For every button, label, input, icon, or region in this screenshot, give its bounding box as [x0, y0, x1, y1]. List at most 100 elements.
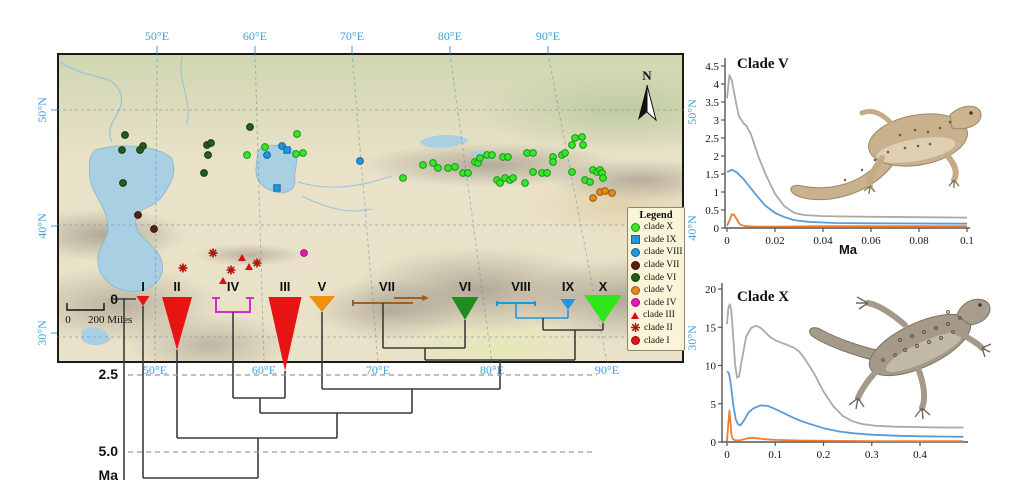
map-point: [273, 184, 281, 192]
map-point: [299, 149, 307, 157]
legend-item: clade VIII: [631, 246, 683, 259]
map-point: [399, 174, 407, 182]
iv-marker-icon: [631, 298, 640, 308]
lon-label-top: 90°E: [536, 29, 560, 43]
x-tick-label: 0.3: [865, 449, 879, 461]
scale-distance: 200 Miles: [88, 314, 132, 326]
time-label-Ma: Ma: [99, 467, 119, 483]
y-tick-label: 0.5: [705, 205, 719, 217]
vii-marker-icon: [631, 260, 640, 270]
demography-plots: 0 0.5 1 1.5 2 2.5 3 3.5 4 4.5 0 0.02 0.04 0.06 0.08 0.1…: [705, 56, 974, 461]
legend-item-label: clade X: [644, 222, 674, 233]
y-tick-label: 3: [714, 115, 720, 127]
scale-zero: 0: [65, 314, 71, 326]
x-tick-label: 0.2: [817, 449, 831, 461]
lake-balkhash: [420, 134, 469, 148]
map-point: [476, 154, 484, 162]
map-point: [496, 179, 504, 187]
legend-item-label: clade II: [644, 323, 673, 334]
map-point: [219, 277, 227, 284]
clade-symbol-IX: [560, 299, 576, 310]
map-point: [529, 168, 537, 176]
longitude-gridline: [351, 52, 379, 364]
clade-symbol-VI: [451, 297, 479, 320]
map-point: [300, 249, 308, 257]
clade-symbol-X: [584, 295, 622, 323]
plot-title: Clade V: [737, 56, 789, 72]
legend-item: clade IX: [631, 234, 681, 247]
lizard-photo-clade-x: [809, 296, 992, 420]
legend-item: clade IV: [631, 297, 681, 310]
clade-symbol-IV: [212, 297, 254, 313]
map-point: [504, 153, 512, 161]
y-tick-label: 2: [714, 151, 720, 163]
map-point: [451, 163, 459, 171]
lon-label-bottom: 60°E: [252, 363, 276, 377]
iii-marker-icon: [631, 311, 639, 319]
longitude-gridline: [547, 52, 608, 364]
map-point: [434, 164, 442, 172]
ix-marker-icon: [631, 235, 640, 245]
time-label-2.5: 2.5: [99, 366, 119, 382]
clade-label-V: V: [318, 279, 327, 294]
y-tick-label: 15: [705, 322, 717, 334]
map-point: [356, 157, 364, 165]
map-point: [293, 130, 301, 138]
map-point: [464, 169, 472, 177]
map-point: [243, 151, 251, 159]
clade-symbol-arrow-VII: [422, 295, 429, 301]
longitude-gridline: [254, 52, 265, 364]
map-point: [568, 168, 576, 176]
lizard-photo-clade-v: [790, 105, 982, 201]
x-tick-label: 0.04: [813, 235, 833, 247]
persian-gulf: [81, 327, 110, 346]
map-point: [178, 263, 188, 273]
north-arrow-right: [646, 84, 657, 122]
map-point: [208, 248, 218, 258]
map-water: [59, 55, 490, 346]
x-tick-label: 0.08: [909, 235, 929, 247]
vi-marker-icon: [631, 273, 640, 283]
series-gray: [726, 303, 964, 429]
map-point: [589, 194, 597, 202]
river-volga: [59, 61, 123, 143]
clade-label-X: X: [599, 279, 608, 294]
scale-bar: 0 200 Miles: [65, 303, 132, 326]
river-amu-darya: [301, 195, 373, 212]
map-point: [419, 161, 427, 169]
map-point: [599, 174, 607, 182]
lat-label-right: 50°N: [685, 99, 699, 125]
map-point: [200, 169, 208, 177]
map-point: [118, 146, 126, 154]
series-orange: [726, 409, 964, 443]
longitude-gridline: [154, 52, 158, 364]
map-point: [150, 225, 158, 233]
map-point: [204, 151, 212, 159]
map-point: [134, 211, 142, 219]
legend-item-label: clade IV: [644, 297, 677, 308]
clade-symbol-VII: [352, 297, 422, 306]
legend-item: clade II: [631, 322, 681, 335]
map-point: [261, 143, 269, 151]
map-sample-points: [118, 123, 616, 284]
map-point: [444, 164, 452, 172]
plot-clade-v: 0 0.5 1 1.5 2 2.5 3 3.5 4 4.5 0 0.02 0.04 0.06 0.08 0.1…: [705, 56, 974, 257]
lat-label-right: 30°N: [685, 325, 699, 351]
legend-item-label: clade III: [643, 310, 675, 321]
legend-item: clade VII: [631, 259, 681, 272]
map-point: [568, 141, 576, 149]
ii-marker-icon: [631, 319, 640, 337]
lat-label-right: 40°N: [685, 215, 699, 241]
series-orange: [726, 213, 967, 228]
x-marker-icon: [631, 222, 640, 232]
legend-item: clade VI: [631, 271, 681, 284]
x-tick-label: 0.1: [768, 449, 782, 461]
lon-label-bottom: 80°E: [480, 363, 504, 377]
plot-clade-x: 0 5 10 15 20 0 0.1 0.2 0.3 0.4 Clade X: [705, 283, 968, 461]
legend-item-label: clade VI: [644, 272, 677, 283]
x-tick-label: 0: [724, 449, 730, 461]
map-point: [226, 265, 236, 275]
lon-label-top: 70°E: [340, 29, 364, 43]
